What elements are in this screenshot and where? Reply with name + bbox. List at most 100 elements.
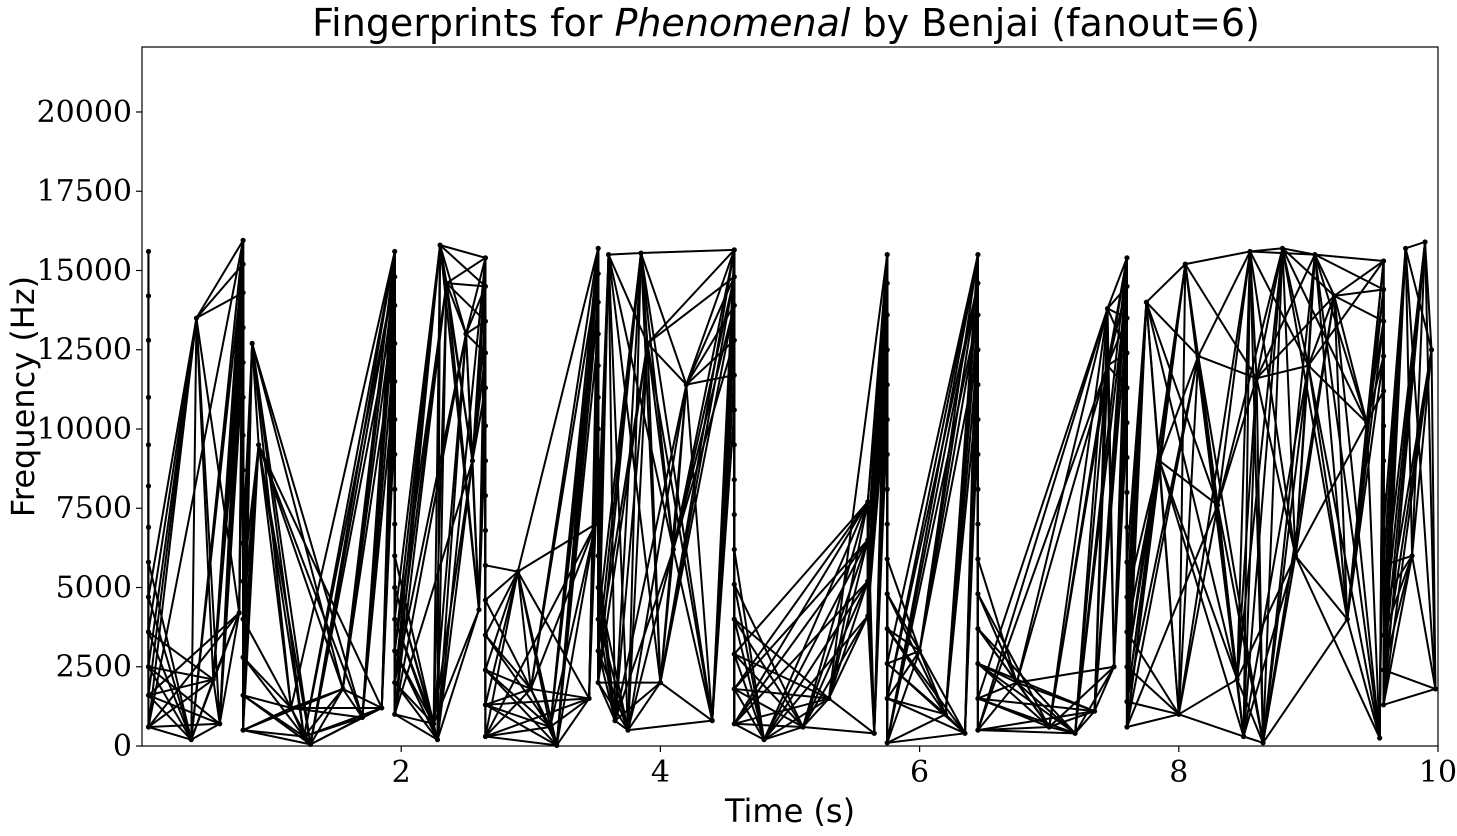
- fingerprint-pair-line: [1307, 365, 1349, 620]
- x-axis-label: Time (s): [724, 792, 855, 830]
- fingerprint-pair-line: [1383, 668, 1436, 690]
- peak-point: [256, 442, 262, 448]
- fingerprint-pair-line: [1158, 460, 1245, 737]
- fingerprint-pair-lines: [147, 239, 1437, 747]
- fingerprint-pair-line: [484, 599, 532, 690]
- fingerprint-pair-line: [886, 627, 921, 652]
- fingerprint-pair-line: [436, 333, 467, 740]
- fingerprint-pair-line: [484, 688, 532, 738]
- peak-point: [731, 407, 737, 413]
- peak-point: [1422, 239, 1428, 245]
- fingerprint-pair-line: [1126, 631, 1180, 715]
- peak-point: [1104, 362, 1111, 369]
- fingerprint-pair-line: [977, 681, 1018, 731]
- peak-point: [301, 733, 307, 740]
- peak-point: [865, 537, 871, 543]
- fingerprint-pair-line: [1074, 365, 1109, 734]
- peak-point: [240, 727, 246, 733]
- peak-point: [482, 667, 489, 673]
- fingerprint-pair-line: [1048, 726, 1076, 735]
- peak-point: [595, 679, 601, 686]
- peak-point: [482, 632, 489, 638]
- peak-point: [1380, 632, 1387, 638]
- peak-point: [434, 737, 441, 743]
- fingerprint-pair-line: [1404, 248, 1414, 556]
- fingerprint-pair-line: [614, 343, 649, 721]
- fingerprint-pair-line: [485, 697, 590, 738]
- fingerprint-pair-line: [436, 609, 480, 740]
- fingerprint-pair-line: [1177, 264, 1187, 715]
- peak-point: [431, 721, 437, 727]
- peak-point: [193, 315, 200, 321]
- fingerprint-pair-line: [446, 256, 486, 285]
- fingerprint-pair-line: [1177, 504, 1219, 715]
- fingerprint-pair-line: [147, 631, 193, 741]
- peak-point: [217, 721, 223, 727]
- fingerprint-pair-line: [977, 729, 1076, 735]
- peak-point: [731, 477, 737, 483]
- fingerprint-pair-line: [1016, 681, 1095, 713]
- peak-point: [826, 695, 832, 702]
- fingerprint-pair-line: [1216, 377, 1258, 506]
- peak-point: [482, 702, 489, 708]
- peak-point: [528, 686, 534, 692]
- fingerprint-pair-line: [242, 444, 260, 731]
- fingerprint-pair-line: [918, 650, 947, 715]
- fingerprint-pair-line: [485, 725, 551, 738]
- fingerprint-pair-line: [866, 615, 876, 734]
- fingerprint-pair-line: [827, 580, 869, 699]
- peak-point: [731, 442, 737, 448]
- plot-frame: [141, 46, 1439, 747]
- peak-point: [683, 382, 689, 388]
- fingerprint-pair-line: [484, 571, 519, 737]
- peak-point: [392, 302, 398, 308]
- fingerprint-pair-line: [1197, 355, 1265, 743]
- fingerprint-pair-line: [147, 694, 192, 741]
- peak-point: [595, 271, 601, 277]
- peak-point: [1124, 664, 1130, 670]
- peak-point: [731, 247, 737, 253]
- peak-point: [482, 492, 489, 499]
- fingerprint-pair-line: [1177, 356, 1200, 715]
- fingerprint-pair-line: [685, 249, 736, 385]
- peak-point: [482, 597, 489, 603]
- fingerprint-pair-line: [685, 339, 735, 386]
- fingerprint-pair-line: [445, 283, 480, 610]
- peak-point: [1124, 454, 1130, 461]
- peak-point: [962, 730, 968, 736]
- fingerprint-pair-line: [242, 656, 292, 709]
- y-axis-label: Frequency (Hz): [4, 276, 42, 517]
- fingerprint-pair-line: [686, 374, 735, 386]
- fingerprint-pair-line: [393, 333, 467, 715]
- peak-point: [482, 562, 489, 568]
- fingerprint-pair-line: [1334, 288, 1384, 297]
- peak-point: [240, 261, 246, 267]
- peak-point: [443, 280, 450, 286]
- fingerprint-pair-line: [290, 251, 396, 709]
- peak-point: [463, 331, 469, 337]
- chart-title-prefix: Fingerprints for: [312, 1, 614, 45]
- fingerprint-pair-line: [977, 662, 1050, 728]
- fingerprint-pair-line: [672, 305, 736, 550]
- y-tick-label: 12500: [37, 333, 132, 368]
- peak-point: [482, 255, 489, 261]
- fingerprint-pair-line: [1048, 666, 1115, 728]
- fingerprint-pair-line: [516, 571, 558, 746]
- fingerprint-pair-line: [147, 240, 245, 728]
- fingerprint-pair-line: [1185, 250, 1251, 266]
- fingerprint-pair-line: [393, 460, 474, 715]
- peak-point: [975, 660, 981, 667]
- fingerprint-pair-line: [257, 444, 344, 690]
- fingerprint-pair-line: [1382, 241, 1427, 705]
- peak-point: [1377, 735, 1383, 741]
- fingerprint-pair-line: [436, 283, 448, 740]
- peak-point: [1014, 679, 1020, 686]
- peak-point: [482, 350, 489, 356]
- fingerprint-pair-line: [646, 342, 688, 386]
- fingerprint-pair-line: [1242, 555, 1297, 737]
- fingerprint-pair-line: [733, 688, 804, 728]
- peak-point: [884, 416, 890, 423]
- peak-point: [145, 692, 152, 698]
- fingerprint-pair-line: [886, 254, 979, 699]
- peak-point: [240, 290, 246, 296]
